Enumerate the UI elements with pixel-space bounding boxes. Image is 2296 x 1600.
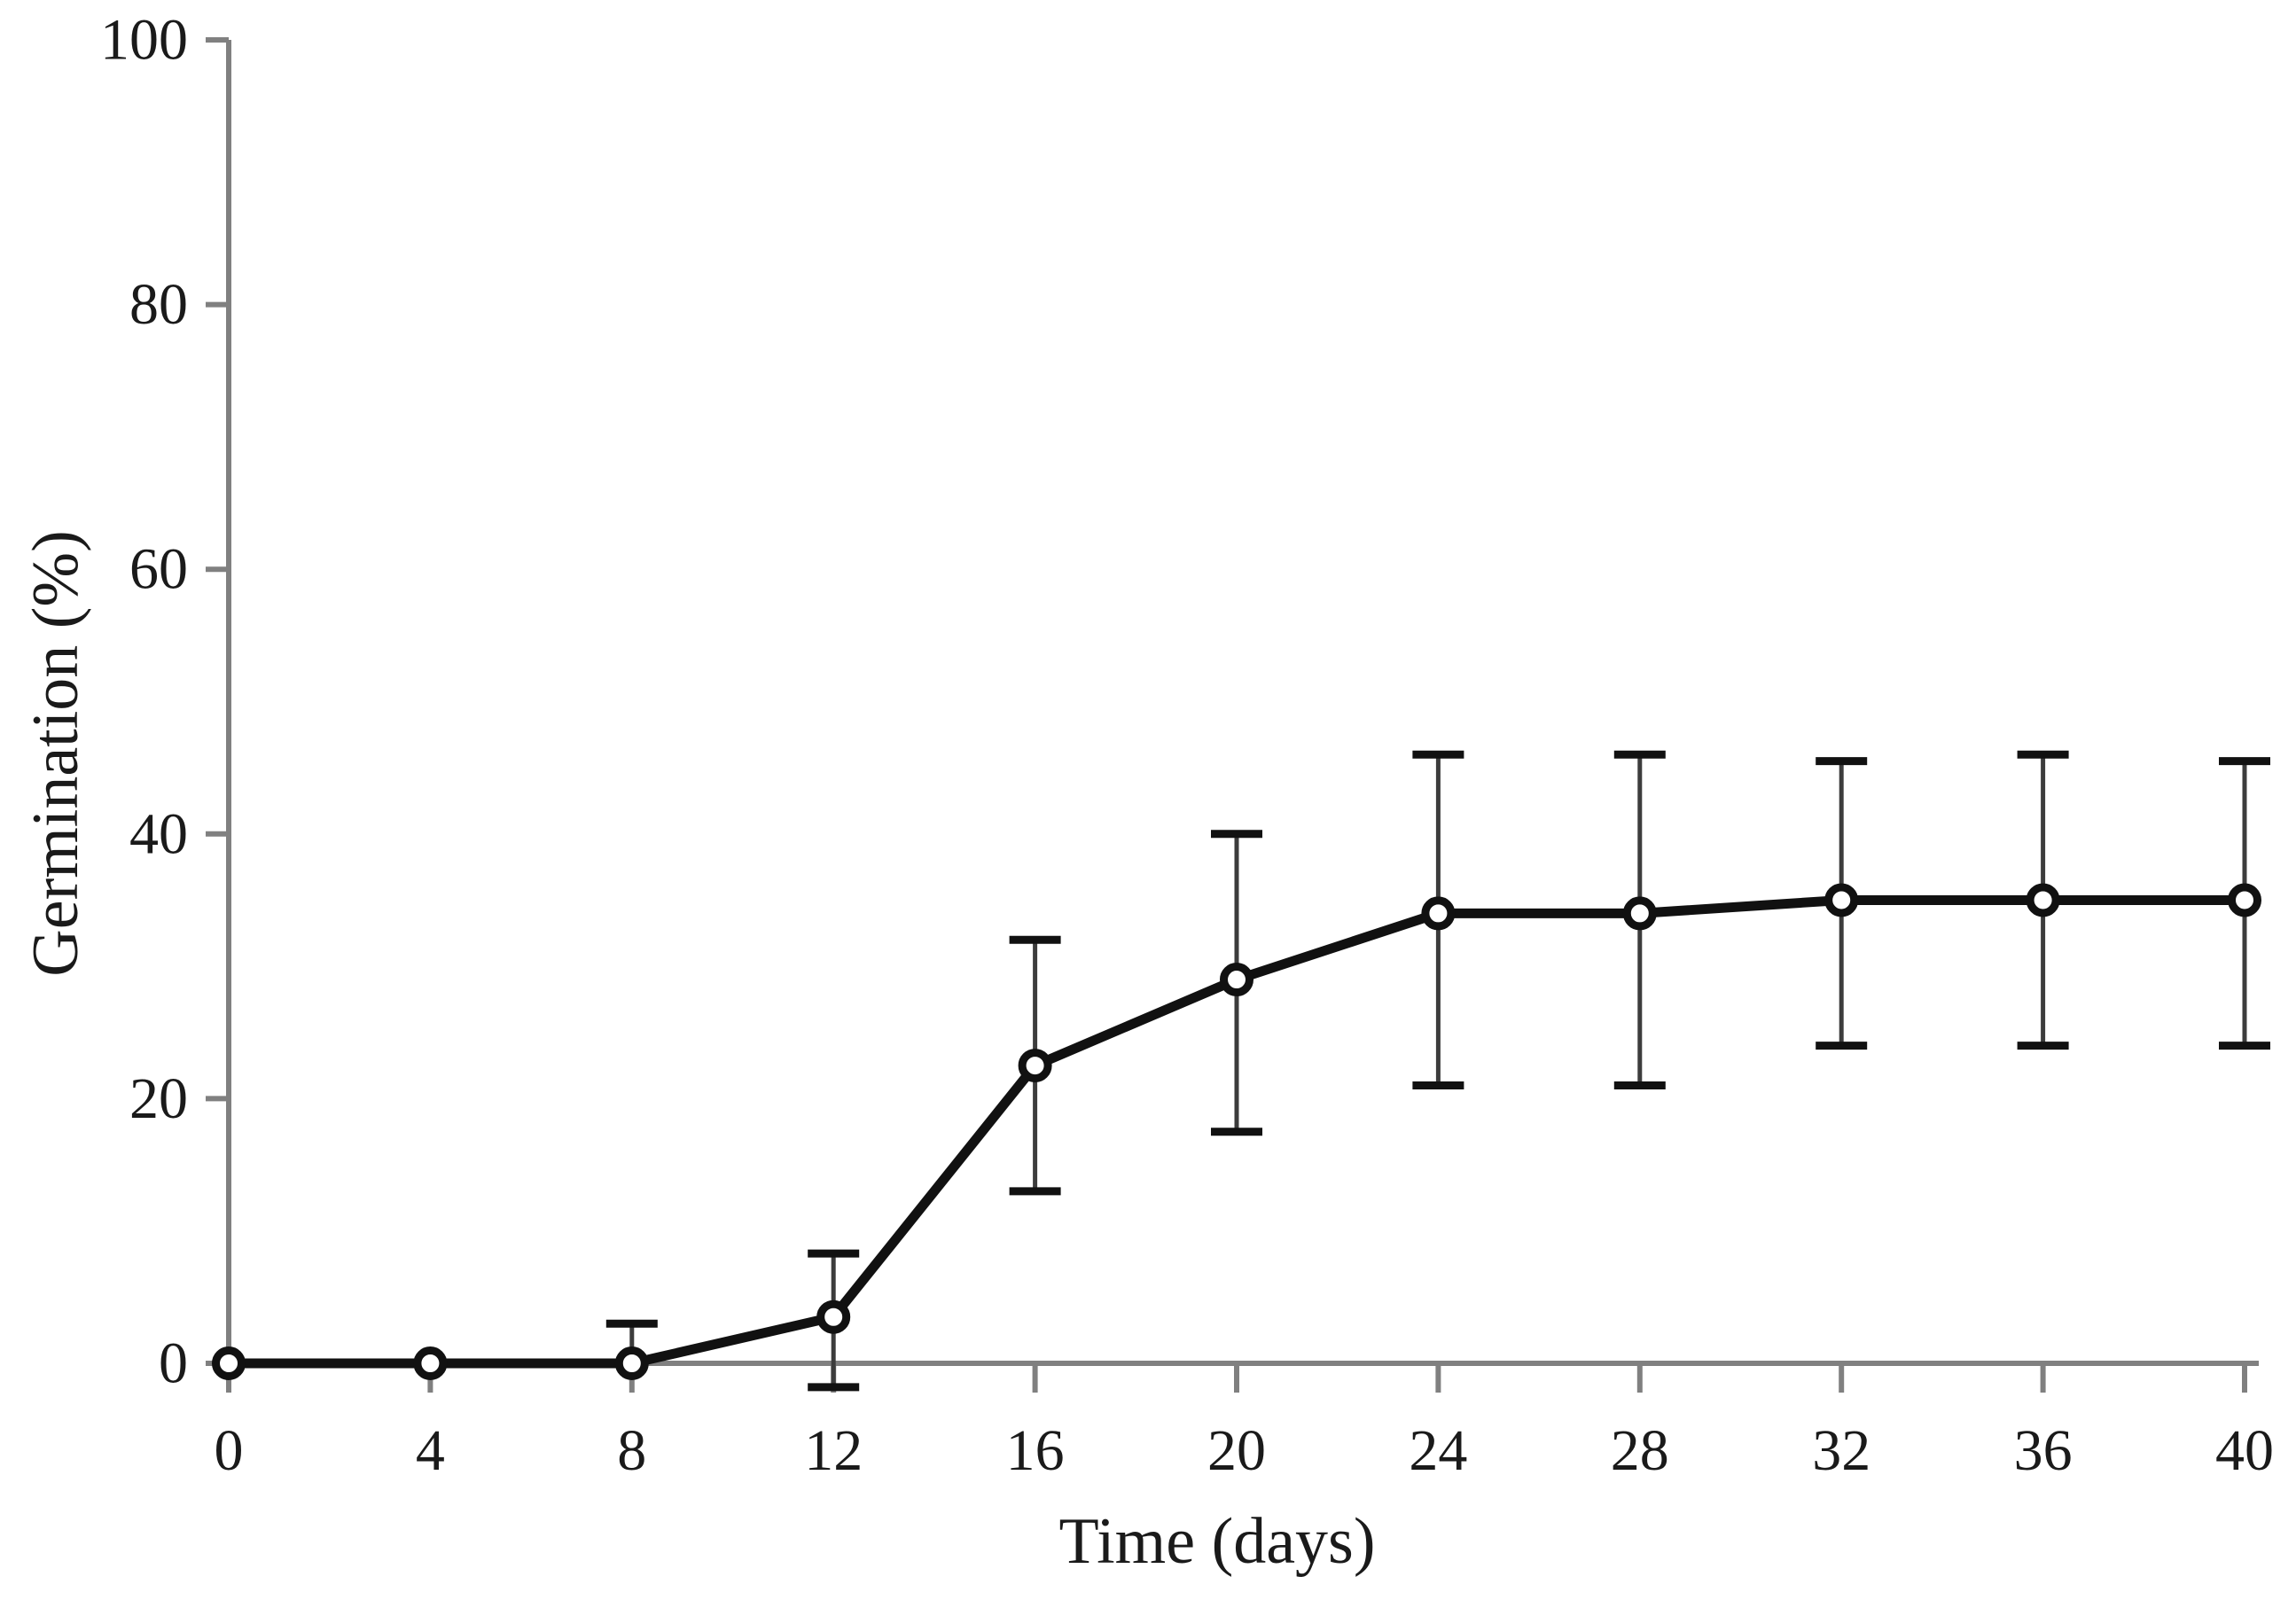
x-tick-label: 40: [2215, 1418, 2274, 1483]
x-tick-label: 16: [1006, 1418, 1065, 1483]
data-point-marker: [816, 1300, 851, 1334]
x-tick-label: 24: [1409, 1418, 1467, 1483]
y-axis-title: Germination (%): [20, 530, 92, 976]
y-tick-label: 20: [129, 1066, 188, 1131]
data-point-marker: [2228, 883, 2261, 917]
y-tick-label: 100: [100, 8, 188, 73]
x-tick-label: 4: [416, 1418, 445, 1483]
data-point-marker: [1220, 963, 1253, 997]
data-point-marker: [1018, 1049, 1052, 1083]
x-tick-label: 0: [215, 1418, 244, 1483]
x-tick-label: 36: [2014, 1418, 2073, 1483]
data-point-marker: [1622, 896, 1657, 931]
y-tick-label: 0: [159, 1331, 188, 1396]
x-tick-label: 32: [1812, 1418, 1870, 1483]
x-tick-label: 28: [1611, 1418, 1669, 1483]
x-tick-label: 20: [1207, 1418, 1266, 1483]
x-tick-label: 12: [804, 1418, 863, 1483]
y-tick-label: 60: [129, 537, 188, 602]
x-tick-label: 8: [617, 1418, 646, 1483]
y-tick-label: 40: [129, 801, 188, 866]
data-point-marker: [614, 1346, 649, 1380]
data-point-marker: [212, 1346, 246, 1380]
data-point-marker: [1824, 883, 1859, 917]
y-tick-label: 80: [129, 272, 188, 337]
data-point-marker: [413, 1346, 448, 1380]
data-point-marker: [1421, 896, 1456, 931]
data-point-marker: [2026, 883, 2060, 917]
x-axis-title: Time (days): [1059, 1505, 1376, 1578]
